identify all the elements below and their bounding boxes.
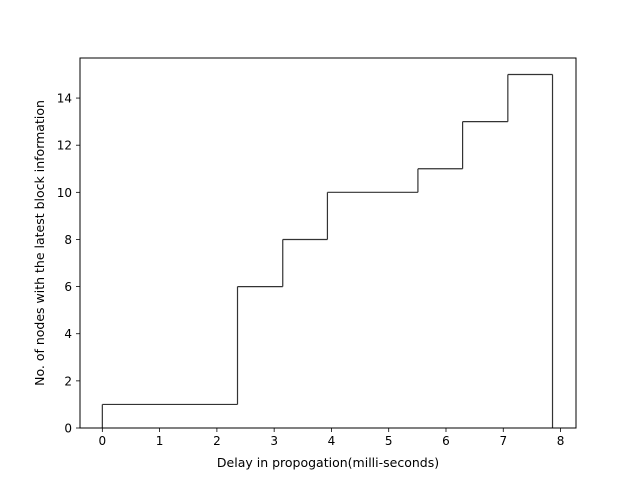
- x-tick-label: 5: [385, 434, 393, 448]
- y-tick-label: 8: [64, 233, 72, 247]
- y-tick-label: 0: [64, 422, 72, 436]
- axes-frame: [79, 57, 577, 429]
- x-tick-label: 4: [328, 434, 336, 448]
- y-tick-label: 2: [64, 374, 72, 388]
- x-tick-label: 6: [442, 434, 450, 448]
- step-series: [101, 73, 554, 428]
- x-tick-label: 2: [213, 434, 221, 448]
- x-tick-label: 3: [270, 434, 278, 448]
- y-tick-label: 6: [64, 280, 72, 294]
- y-axis-label: No. of nodes with the latest block infor…: [32, 100, 47, 386]
- y-tick-label: 14: [57, 92, 72, 106]
- y-tick-label: 10: [57, 186, 72, 200]
- x-axis-label: Delay in propogation(milli-seconds): [217, 455, 439, 470]
- x-tick-label: 8: [557, 434, 565, 448]
- y-tick-label: 12: [57, 139, 72, 153]
- y-axis-ticks: 0 2 4 6 8 10 12 14: [57, 92, 80, 436]
- x-tick-label: 0: [99, 434, 107, 448]
- y-tick-label: 4: [64, 327, 72, 341]
- x-tick-label: 1: [156, 434, 164, 448]
- x-axis-ticks: 0 1 2 3 4 5 6 7 8: [99, 428, 565, 448]
- x-tick-label: 7: [499, 434, 507, 448]
